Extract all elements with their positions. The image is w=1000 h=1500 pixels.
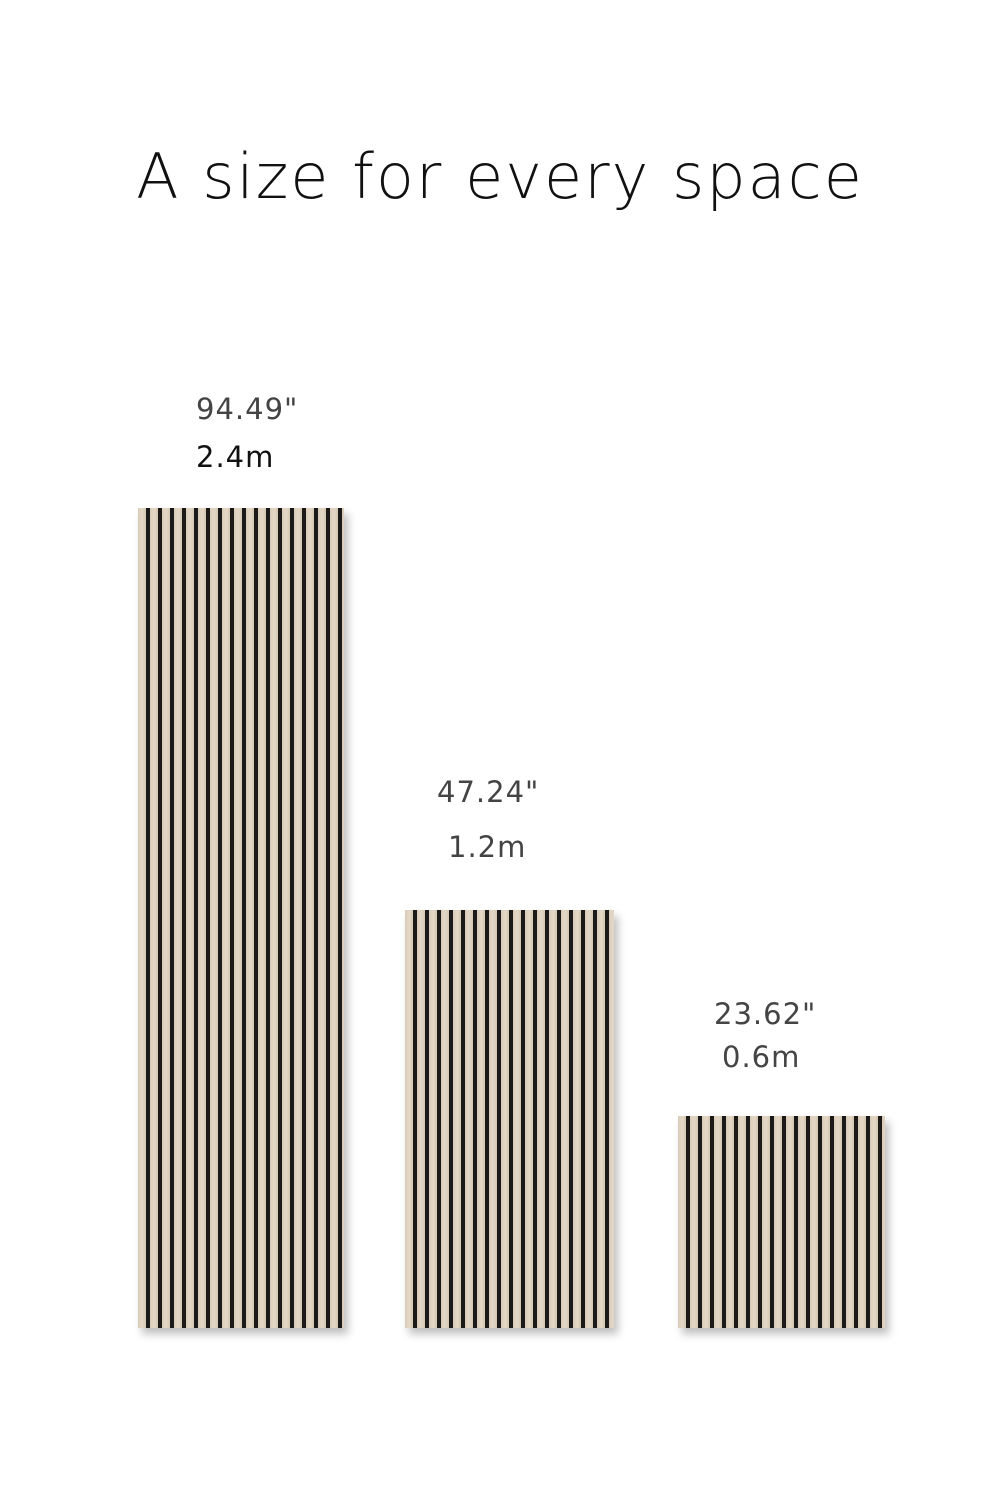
metric-size: 0.6m [722, 1040, 801, 1074]
imperial-size: 94.49" [196, 392, 299, 426]
title: A size for every space [136, 140, 864, 213]
panel-image [138, 508, 344, 1328]
imperial-size: 23.62" [714, 997, 817, 1031]
imperial-size: 47.24" [437, 775, 540, 809]
metric-size: 1.2m [448, 830, 527, 864]
panel-image [405, 910, 614, 1328]
panel-image [678, 1116, 885, 1328]
metric-size: 2.4m [196, 440, 275, 474]
